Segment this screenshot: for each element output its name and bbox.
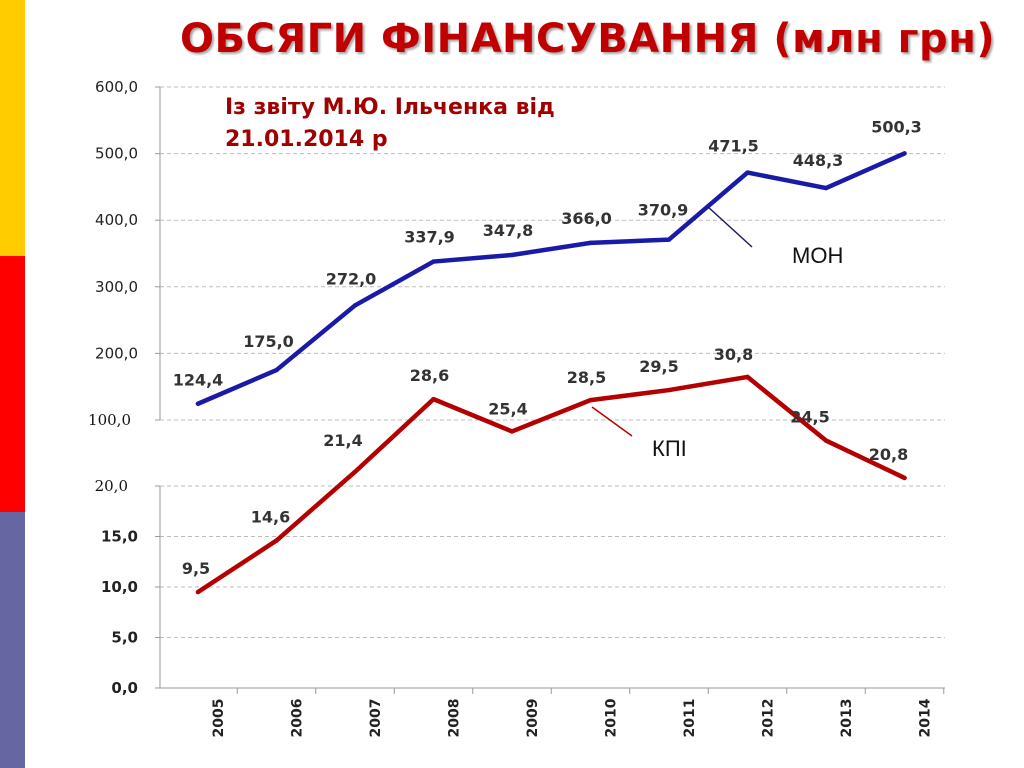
data-point-kpi: [745, 374, 750, 380]
data-label-kpi: 14,6: [251, 508, 290, 527]
y-tick-label: 200,0: [95, 344, 138, 362]
data-point-kpi: [588, 397, 593, 403]
x-tick-label: 2007: [368, 699, 384, 738]
x-tick-label: 2008: [447, 699, 463, 738]
data-point-mon: [509, 252, 515, 258]
data-point-kpi: [823, 438, 829, 443]
page-title: ОБСЯГИ ФІНАНСУВАННЯ (млн грн): [180, 16, 996, 62]
series-line-mon: [195, 151, 907, 406]
data-label-mon: 471,5: [708, 137, 759, 156]
x-tick-label: 2005: [211, 699, 227, 738]
data-label-kpi: 29,5: [639, 357, 678, 376]
source-note-line1: Із звіту М.Ю. Ільченка від: [225, 95, 555, 120]
data-point-kpi: [274, 538, 279, 543]
data-label-mon: 366,0: [561, 209, 612, 228]
leader-line-kpi: [591, 406, 633, 437]
x-tick-label: 2012: [761, 699, 777, 738]
data-point-kpi: [195, 589, 201, 595]
x-tick-label: 2006: [290, 699, 306, 738]
data-point-mon: [666, 237, 672, 242]
series-name-mon: МОН: [792, 243, 843, 268]
data-point-mon: [588, 240, 593, 246]
stripe-blue: [0, 512, 25, 768]
data-label-kpi: 24,5: [790, 408, 829, 427]
data-point-mon: [195, 401, 201, 406]
data-label-kpi: 9,5: [182, 559, 210, 578]
data-label-kpi: 20,8: [869, 445, 908, 464]
data-point-mon: [431, 259, 436, 264]
data-label-mon: 448,3: [793, 151, 844, 170]
data-point-mon: [902, 151, 907, 156]
stripe-yellow: [0, 0, 25, 256]
y-tick-label: 5,0: [111, 629, 138, 647]
x-tick-label: 2011: [682, 699, 698, 738]
leader-line-mon: [706, 205, 753, 248]
data-point-mon: [274, 367, 279, 373]
data-point-kpi: [509, 429, 515, 434]
x-tick-label: 2014: [918, 698, 934, 737]
data-point-mon: [352, 303, 358, 308]
source-note-line2: 21.01.2014 р: [225, 127, 388, 152]
data-label-mon: 370,9: [638, 201, 689, 220]
data-point-kpi: [902, 475, 907, 481]
data-label-mon: 175,0: [243, 332, 294, 351]
data-point-kpi: [666, 387, 672, 393]
data-label-mon: 272,0: [326, 269, 377, 288]
data-label-mon: 124,4: [173, 371, 224, 390]
data-label-kpi: 21,4: [323, 431, 362, 450]
y-tick-label: 15,0: [101, 528, 138, 546]
x-tick-label: 2010: [604, 698, 620, 737]
y-tick-label: 600,0: [95, 78, 138, 96]
data-point-mon: [823, 185, 829, 191]
data-point-kpi: [431, 396, 436, 402]
y-tick-label: 20,0: [95, 477, 128, 495]
stripe-red: [0, 256, 25, 512]
data-label-kpi: 28,5: [567, 368, 606, 387]
y-tick-label: 100,0: [88, 411, 131, 429]
data-label-kpi: 30,8: [714, 345, 753, 364]
data-label-mon: 337,9: [404, 228, 455, 247]
data-label-kpi: 25,4: [488, 399, 527, 418]
data-label-mon: 500,3: [871, 117, 922, 136]
source-note: Із звіту М.Ю. Ільченка від 21.01.2014 р: [225, 92, 555, 156]
y-tick-label: 0,0: [111, 679, 138, 697]
x-tick-label: 2009: [525, 699, 541, 738]
y-tick-label: 500,0: [95, 145, 138, 163]
data-point-kpi: [352, 469, 358, 475]
data-point-mon: [745, 170, 750, 175]
y-tick-label: 300,0: [95, 278, 138, 296]
data-label-kpi: 28,6: [410, 366, 449, 385]
data-label-mon: 347,8: [483, 221, 534, 240]
series-name-kpi: КПІ: [652, 436, 687, 461]
x-tick-label: 2013: [839, 699, 855, 738]
y-tick-label: 400,0: [95, 211, 138, 229]
y-tick-label: 10,0: [101, 578, 138, 596]
series-line-kpi: [195, 374, 907, 595]
